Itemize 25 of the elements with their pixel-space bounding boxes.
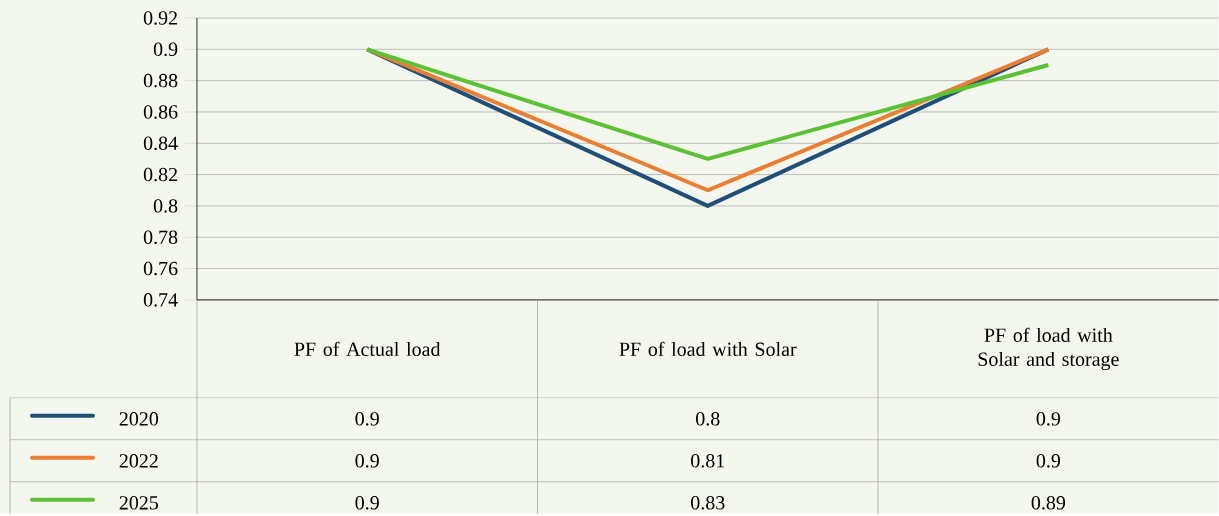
y-tick-label: 0.86: [143, 105, 178, 119]
data-label: 0.9: [1036, 411, 1061, 426]
y-tick-label: 0.76: [143, 261, 178, 276]
data-label: 0.83: [691, 495, 725, 510]
data-label: 0.81: [691, 453, 725, 468]
data-label: 0.9: [1036, 453, 1061, 468]
y-tick-label: 0.82: [143, 167, 177, 182]
x-tick-label: PF of load with Solar and storage: [978, 327, 1119, 370]
legend-label: 2020: [119, 411, 159, 426]
y-tick-label: 0.9: [153, 42, 178, 56]
data-label: 0.8: [696, 411, 720, 426]
data-label: 0.9: [355, 453, 379, 468]
y-tick-label: 0.78: [143, 230, 178, 244]
legend-label: 2022: [119, 453, 158, 468]
data-label: 0.89: [1031, 495, 1066, 510]
y-tick-label: 0.8: [153, 199, 178, 213]
data-label: 0.9: [355, 411, 379, 426]
legend-label: 2025: [119, 495, 159, 510]
x-tick-label: PF of load with Solar: [619, 341, 797, 356]
y-tick-label: 0.88: [143, 73, 178, 88]
y-tick-label: 0.74: [143, 292, 178, 307]
data-label: 0.9: [355, 495, 379, 510]
y-tick-label: 0.84: [143, 136, 178, 150]
x-tick-label: PF of Actual load: [294, 341, 441, 356]
y-tick-label: 0.92: [143, 11, 177, 25]
